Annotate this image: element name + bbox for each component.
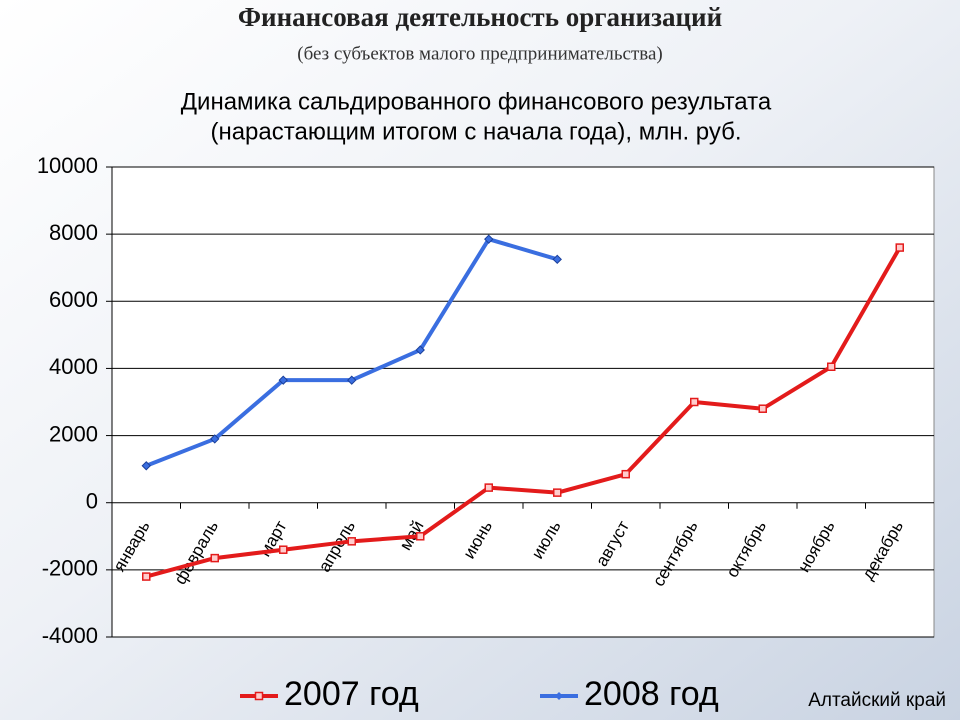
- y-tick-label: 8000: [49, 220, 98, 245]
- point: [827, 362, 836, 371]
- y-tick-label: 4000: [49, 354, 98, 379]
- plot-area: [111, 166, 935, 638]
- point: [895, 243, 904, 252]
- point: [415, 345, 425, 355]
- point: [210, 434, 220, 444]
- point: [484, 483, 493, 492]
- point: [141, 461, 151, 471]
- point: [347, 537, 356, 546]
- point: [416, 532, 425, 541]
- point: [690, 397, 699, 407]
- point: [484, 234, 494, 244]
- y-tick-label: 6000: [49, 287, 98, 312]
- page-subtitle: (без субъектов малого предпринимательств…: [297, 43, 662, 64]
- footer: Алтайский край: [808, 690, 946, 711]
- legend-label: 2008 год: [584, 675, 719, 713]
- point: [552, 254, 562, 265]
- y-tick-label: 2000: [49, 421, 98, 446]
- chart-title: Динамика сальдированного финансового рез…: [181, 88, 772, 115]
- point: [142, 572, 151, 581]
- point: [553, 488, 562, 497]
- point: [279, 545, 288, 554]
- y-tick-label: -2000: [42, 556, 98, 581]
- y-tick-label: -4000: [42, 623, 98, 648]
- point: [347, 375, 357, 385]
- series-line: [145, 246, 902, 579]
- legend-marker: [555, 692, 563, 700]
- y-tick-label: 10000: [37, 153, 98, 178]
- page-title: Финансовая деятельность организаций: [238, 2, 722, 32]
- point: [210, 553, 219, 563]
- point: [278, 375, 288, 385]
- y-tick-label: 0: [86, 489, 98, 514]
- point: [758, 404, 767, 413]
- legend-label: 2007 год: [284, 675, 419, 713]
- legend-marker: [254, 691, 264, 701]
- point: [621, 469, 630, 479]
- chart-title: (нарастающим итогом с начала года), млн.…: [210, 118, 741, 145]
